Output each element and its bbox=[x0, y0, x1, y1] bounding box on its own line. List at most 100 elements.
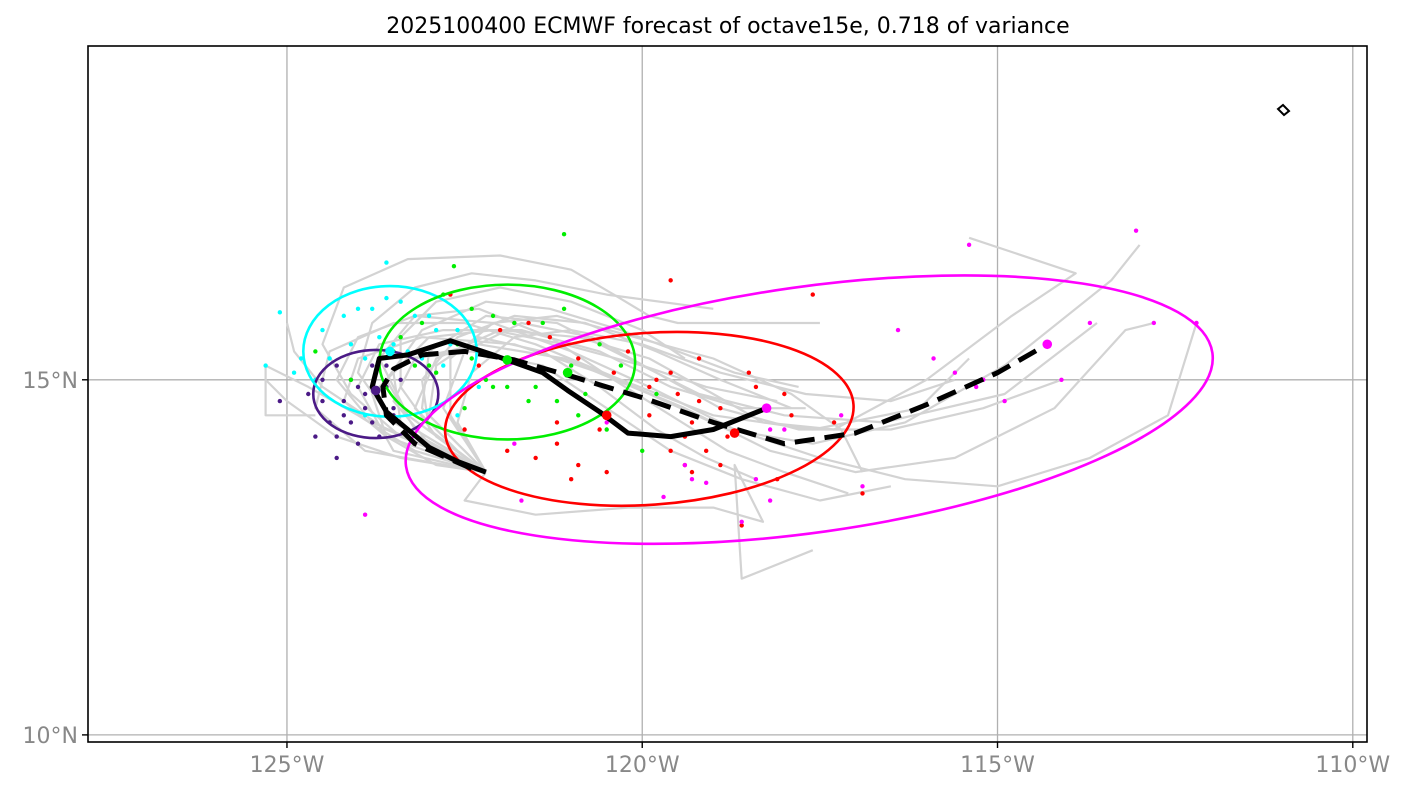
ensemble-point-3-30 bbox=[739, 523, 744, 528]
ensemble-point-4-27 bbox=[973, 384, 979, 390]
ensemble-point-4-12 bbox=[782, 427, 787, 432]
ensemble-point-3-40 bbox=[554, 420, 560, 425]
ensemble-point-3-14 bbox=[647, 413, 652, 418]
mean-point-1 bbox=[385, 346, 395, 357]
ensemble-point-3-35 bbox=[860, 491, 865, 496]
ensemble-point-3-4 bbox=[547, 334, 553, 340]
x-tick-label-2: 115°W bbox=[960, 753, 1035, 778]
ensemble-point-1-18 bbox=[362, 356, 368, 361]
ensemble-point-3-1 bbox=[810, 292, 815, 297]
ensemble-track-16 bbox=[413, 236, 1077, 473]
ensemble-point-0-15 bbox=[384, 363, 389, 368]
ensemble-point-2-1 bbox=[451, 263, 457, 269]
ensemble-point-1-7 bbox=[384, 295, 389, 301]
ensemble-point-3-26 bbox=[689, 420, 695, 425]
ensemble-point-4-22 bbox=[362, 512, 368, 517]
ensemble-point-2-27 bbox=[583, 391, 588, 397]
axis-ticks: 125°W 120°W 115°W 110°W 15°N 10°N bbox=[23, 369, 1391, 778]
ensemble-point-3-29 bbox=[625, 349, 631, 354]
ensemble-point-3-36 bbox=[654, 377, 659, 382]
ensemble-point-0-23 bbox=[370, 363, 375, 368]
plot-frame bbox=[87, 45, 1368, 743]
ensemble-point-4-0 bbox=[1133, 228, 1139, 233]
ensemble-point-0-18 bbox=[334, 455, 339, 461]
island-shape bbox=[1276, 103, 1291, 117]
ensemble-point-1-10 bbox=[433, 327, 439, 333]
ensemble-point-1-21 bbox=[455, 413, 460, 418]
ensemble-point-0-13 bbox=[341, 398, 346, 404]
ensemble-point-2-15 bbox=[512, 320, 517, 326]
ensemble-track-12 bbox=[342, 321, 1155, 474]
ensemble-point-4-17 bbox=[682, 462, 688, 468]
mean-point-6 bbox=[761, 403, 772, 414]
ensemble-point-4-21 bbox=[519, 498, 524, 503]
island-outline bbox=[1276, 103, 1291, 117]
ensemble-point-3-20 bbox=[554, 441, 560, 446]
mean-point-7 bbox=[1042, 339, 1053, 350]
ensemble-point-2-19 bbox=[419, 320, 425, 326]
ensemble-point-4-4 bbox=[1151, 320, 1157, 326]
ensemble-point-2-33 bbox=[462, 406, 467, 411]
ensemble-point-2-25 bbox=[533, 384, 538, 390]
ensemble-point-4-13 bbox=[838, 413, 844, 418]
ensemble-point-1-24 bbox=[327, 356, 332, 361]
ensemble-point-0-8 bbox=[355, 441, 361, 446]
ensemble-point-3-17 bbox=[718, 462, 723, 468]
ensemble-point-2-16 bbox=[490, 313, 496, 319]
ensemble-point-3-25 bbox=[462, 427, 467, 432]
ensemble-point-0-0 bbox=[334, 363, 339, 368]
ensemble-point-3-23 bbox=[568, 477, 574, 482]
ensemble-point-4-16 bbox=[753, 477, 759, 482]
x-tick-label-3: 110°W bbox=[1315, 753, 1390, 778]
ensemble-point-3-10 bbox=[718, 406, 723, 411]
ensemble-point-2-0 bbox=[561, 232, 567, 237]
x-tick-label-1: 120°W bbox=[605, 753, 680, 778]
ensemble-point-1-4 bbox=[320, 327, 325, 333]
ensemble-points bbox=[263, 228, 1199, 528]
ensemble-point-3-38 bbox=[696, 356, 702, 361]
ensemble-point-3-21 bbox=[533, 455, 538, 461]
ensemble-point-3-42 bbox=[668, 448, 673, 454]
ensemble-point-3-31 bbox=[576, 462, 581, 468]
ensemble-point-3-28 bbox=[668, 370, 673, 375]
ensemble-track-15 bbox=[314, 321, 970, 474]
ensemble-point-2-28 bbox=[433, 370, 439, 375]
ensemble-point-0-22 bbox=[306, 391, 311, 397]
ensemble-point-2-4 bbox=[426, 363, 432, 368]
ensemble-point-1-28 bbox=[355, 306, 361, 311]
mean-track-dashed bbox=[380, 342, 1049, 471]
ensemble-track-9 bbox=[420, 314, 1098, 473]
ensemble-point-3-8 bbox=[675, 391, 680, 397]
ensemble-point-2-20 bbox=[398, 334, 403, 340]
ensemble-point-3-9 bbox=[696, 398, 702, 404]
mean-tracks bbox=[369, 338, 1053, 475]
ensemble-point-1-6 bbox=[370, 306, 375, 311]
ensemble-point-1-5 bbox=[341, 313, 346, 319]
ensemble-point-1-2 bbox=[291, 370, 297, 375]
ensemble-point-2-5 bbox=[469, 356, 474, 361]
ensemble-point-4-18 bbox=[661, 494, 666, 500]
ensemble-point-1-0 bbox=[277, 310, 283, 315]
ensemble-point-2-10 bbox=[576, 413, 581, 418]
ellipse-day4 bbox=[443, 330, 855, 508]
ensemble-point-2-13 bbox=[561, 306, 567, 311]
ensemble-point-3-24 bbox=[505, 448, 510, 454]
ensemble-point-1-8 bbox=[398, 299, 403, 304]
ensemble-point-2-17 bbox=[469, 306, 474, 311]
ensemble-point-3-12 bbox=[782, 391, 787, 397]
ensemble-point-4-9 bbox=[1002, 398, 1007, 404]
ensemble-point-1-20 bbox=[348, 342, 354, 347]
ensemble-point-3-3 bbox=[526, 320, 531, 326]
ensemble-point-2-23 bbox=[654, 391, 659, 397]
mean-point-5 bbox=[729, 428, 740, 438]
ensemble-point-4-10 bbox=[1059, 377, 1064, 382]
y-tick-label-1: 10°N bbox=[23, 724, 78, 749]
ensemble-point-3-37 bbox=[746, 370, 752, 375]
ensemble-point-2-26 bbox=[568, 363, 574, 368]
ensemble-point-0-10 bbox=[313, 434, 318, 439]
ensemble-point-1-25 bbox=[426, 313, 432, 319]
ensemble-point-4-5 bbox=[895, 327, 901, 333]
ensemble-point-2-12 bbox=[640, 448, 645, 454]
ensemble-point-4-6 bbox=[931, 356, 936, 361]
